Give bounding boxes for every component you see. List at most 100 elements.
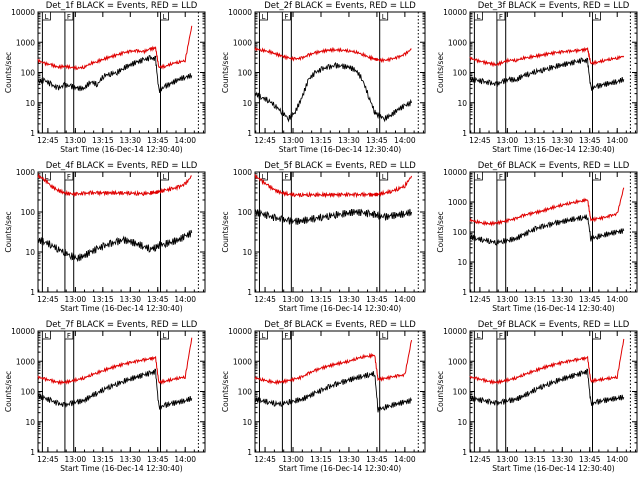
x-tick-label: 13:30 [119, 136, 141, 145]
flag-label: L [44, 13, 48, 21]
x-tick-label: 13:45 [579, 295, 601, 304]
chart-panel-7: Det_7f BLACK = Events, RED = LLD 1 10 100 10… [4, 320, 206, 473]
events-series-line [254, 371, 413, 413]
x-tick-label: 13:30 [119, 455, 141, 464]
x-tick-label: 14:00 [174, 455, 196, 464]
flag-label: F [67, 13, 71, 21]
y-tick-label: 100 [21, 388, 36, 397]
events-series-line [37, 368, 193, 410]
y-tick-label: 100 [453, 69, 468, 78]
flag-box [282, 11, 291, 21]
lld-series-line [254, 339, 413, 386]
flag-label: F [499, 173, 503, 181]
chart-title: Det_9f BLACK = Events, RED = LLD [478, 320, 630, 330]
plot-frame [37, 11, 206, 134]
y-tick-label: 10 [25, 248, 35, 257]
flag-label: L [382, 173, 386, 181]
y-tick-label: 100 [453, 388, 468, 397]
flag-box [41, 171, 51, 181]
x-tick-label: 13:30 [119, 295, 141, 304]
y-tick-label: 10000 [443, 8, 467, 17]
x-tick-label: 14:00 [174, 136, 196, 145]
y-tick-label: 100 [21, 208, 36, 217]
x-tick-label: 13:00 [497, 136, 519, 145]
x-tick-label: 13:15 [92, 295, 114, 304]
x-tick-label: 12:45 [254, 295, 276, 304]
flag-label: L [262, 13, 266, 21]
y-tick-label: 1000 [448, 198, 467, 207]
y-tick-label: 1000 [233, 168, 252, 177]
y-tick-label: 1 [30, 448, 35, 457]
flag-label: L [163, 332, 167, 340]
flag-box [41, 11, 51, 21]
y-tick-label: 100 [238, 208, 253, 217]
y-axis-label: Counts/sec [221, 52, 230, 93]
x-tick-label: 13:30 [551, 455, 573, 464]
x-tick-label: 13:00 [497, 455, 519, 464]
lld-series-line [37, 172, 192, 198]
x-tick-label: 12:45 [37, 455, 59, 464]
x-tick-label: 12:45 [469, 136, 491, 145]
plot-frame [254, 330, 426, 453]
flag-label: L [163, 173, 167, 181]
x-axis-label: Start Time (16-Dec-14 12:30:40) [60, 145, 182, 154]
y-axis-label: Counts/sec [221, 211, 230, 252]
chart-title: Det_1f BLACK = Events, RED = LLD [46, 1, 198, 11]
flag-box [496, 330, 506, 340]
flag-box [473, 330, 483, 340]
x-tick-label: 13:15 [92, 455, 114, 464]
y-tick-label: 10 [25, 418, 35, 427]
flag-label: F [284, 13, 288, 21]
y-tick-label: 10 [457, 418, 467, 427]
flag-box [473, 11, 483, 21]
y-tick-label: 10000 [228, 327, 252, 336]
lld-series-line [469, 187, 625, 227]
flag-label: L [262, 173, 266, 181]
y-tick-label: 1 [30, 288, 35, 297]
events-series-line [469, 368, 625, 406]
y-tick-label: 10 [242, 248, 252, 257]
x-tick-label: 13:15 [524, 455, 546, 464]
x-tick-label: 13:00 [497, 295, 519, 304]
flag-box [282, 330, 291, 340]
y-tick-label: 1 [247, 129, 252, 138]
x-tick-label: 14:00 [606, 136, 628, 145]
flag-label: F [67, 332, 71, 340]
y-tick-label: 1 [247, 448, 252, 457]
y-tick-label: 1000 [233, 38, 252, 47]
x-tick-label: 13:15 [524, 136, 546, 145]
x-axis-label: Start Time (16-Dec-14 12:30:40) [279, 304, 401, 313]
plot-frame [37, 171, 206, 293]
chart-title: Det_3f BLACK = Events, RED = LLD [478, 1, 630, 11]
y-tick-label: 1000 [16, 168, 35, 177]
y-tick-label: 1000 [16, 38, 35, 47]
y-tick-label: 1 [462, 288, 467, 297]
y-tick-label: 1 [30, 129, 35, 138]
flag-label: L [44, 173, 48, 181]
x-tick-label: 13:15 [310, 455, 332, 464]
x-tick-label: 13:45 [366, 136, 388, 145]
x-axis-label: Start Time (16-Dec-14 12:30:40) [279, 145, 401, 154]
flag-box [592, 330, 601, 340]
flag-label: L [595, 173, 599, 181]
chart-panel-3: Det_3f BLACK = Events, RED = LLD 1 10 100 10… [436, 1, 638, 154]
flag-box [64, 11, 74, 21]
lld-series-line [37, 337, 193, 386]
events-series-line [37, 55, 193, 93]
x-tick-label: 13:00 [65, 136, 87, 145]
flag-box [160, 11, 169, 21]
events-series-line [254, 208, 413, 225]
flag-box [592, 11, 601, 21]
x-tick-label: 13:45 [147, 295, 169, 304]
x-tick-label: 12:45 [469, 295, 491, 304]
y-tick-label: 100 [21, 69, 36, 78]
x-tick-label: 13:00 [65, 455, 87, 464]
x-tick-label: 13:45 [579, 455, 601, 464]
x-tick-label: 13:30 [338, 136, 360, 145]
flag-label: F [499, 332, 503, 340]
x-tick-label: 13:00 [282, 295, 304, 304]
x-tick-label: 13:00 [65, 295, 87, 304]
events-series-line [469, 57, 625, 91]
flag-box [496, 171, 506, 181]
